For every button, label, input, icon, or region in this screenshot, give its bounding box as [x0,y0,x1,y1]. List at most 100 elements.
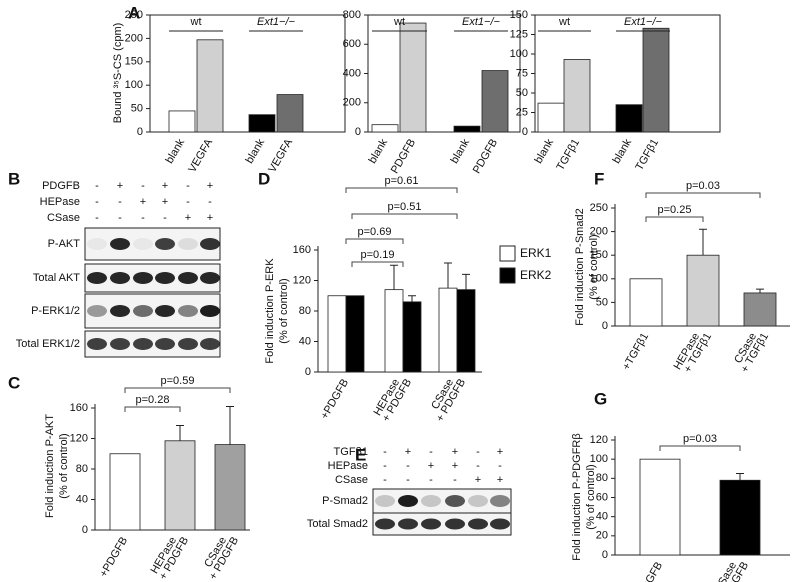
blot-band [155,305,175,317]
panel-letter: D [258,169,270,188]
y-axis-label: Fold induction P-Smad2 [574,208,586,325]
blot-band [200,272,220,284]
blot-band [468,518,488,530]
y-tick-label: 0 [305,366,311,378]
bar [438,287,458,373]
y-tick-label: 80 [76,463,88,475]
treatment-sign: + [475,474,481,486]
group-label: Ext1−/− [257,16,295,28]
y-tick-label: 40 [299,335,311,347]
treatment-sign: + [207,180,213,192]
p-value: p=0.69 [358,226,392,238]
treatment-sign: + [140,196,146,208]
y-tick-label: 150 [590,249,608,261]
y-tick-label: 0 [355,126,361,138]
blot-band [155,272,175,284]
y-tick-label: 120 [293,274,311,286]
y-tick-label: 800 [343,9,361,21]
p-value: p=0.03 [683,433,717,445]
blot-band [200,238,220,250]
treatment-sign: - [429,474,433,486]
error-bar [226,405,234,445]
blot-row-label: Total Smad2 [307,518,368,530]
blot-band [110,338,130,350]
y-tick-label: 200 [343,97,361,109]
p-value: p=0.59 [161,375,195,387]
y-tick-label: 600 [343,38,361,50]
error-bar [756,288,764,293]
blot-panel [372,488,512,514]
blot-band [110,305,130,317]
treatment-sign: - [163,212,167,224]
y-tick-label: 0 [137,126,143,138]
bar [686,254,720,327]
blot-panel [84,227,221,261]
blot-band [468,495,488,507]
blot-band [398,495,418,507]
error-bar [699,228,707,256]
group-label: wt [558,16,570,28]
treatment-sign: - [498,460,502,472]
treatment-label: PDGFB [42,180,80,192]
bar [402,301,422,373]
y-tick-label: 250 [590,202,608,214]
y-tick-label: 60 [596,491,608,503]
y-tick-label: 0 [602,320,608,332]
bar [168,110,196,133]
treatment-sign: - [118,196,122,208]
blot-band [87,338,107,350]
x-tick-label: PDGFB [389,137,418,176]
blot-band [110,272,130,284]
treatment-sign: - [476,446,480,458]
y-tick-label: 120 [590,434,608,446]
significance-bracket [351,213,458,219]
bar [456,289,476,373]
blot-band [87,305,107,317]
y-tick-label: 120 [70,432,88,444]
bar [719,479,761,556]
panel-letter: A [128,3,140,22]
treatment-sign: + [162,180,168,192]
bar [109,453,141,531]
blot-band [133,338,153,350]
blot-band [133,238,153,250]
blot-band [375,495,395,507]
treatment-sign: - [453,474,457,486]
y-tick-label: 160 [70,402,88,414]
bar [563,59,591,133]
p-value: p=0.28 [136,394,170,406]
treatment-sign: + [497,446,503,458]
x-tick-label: +PDGFB [633,560,666,582]
blot-band [178,272,198,284]
treatment-sign: - [476,460,480,472]
significance-bracket [124,387,231,393]
x-tick-label: VEGFA [186,136,215,174]
significance-bracket [345,238,404,244]
treatment-sign: - [429,446,433,458]
y-tick-label: 50 [131,103,143,115]
y-axis-label: (% of control) [588,234,600,299]
y-tick-label: 80 [299,305,311,317]
treatment-sign: - [208,196,212,208]
error-bar [176,425,184,441]
y-axis-label: (% of control) [278,278,290,343]
blot-band [133,305,153,317]
treatment-sign: + [497,474,503,486]
blot-panel [372,512,512,536]
blot-row-label: Total ERK1/2 [16,338,80,350]
y-tick-label: 200 [125,32,143,44]
significance-bracket [645,192,761,198]
treatment-sign: - [141,212,145,224]
bar [642,27,670,133]
y-tick-label: 250 [125,9,143,21]
bar [453,125,481,133]
x-tick-label: blank [449,137,473,166]
y-tick-label: 100 [510,48,528,60]
y-tick-label: 40 [76,493,88,505]
treatment-sign: - [406,460,410,472]
group-label: wt [393,16,405,28]
panel-letter: B [8,169,20,188]
y-axis-label: Fold induction P-ERK [264,258,276,364]
panel-letter: F [594,169,604,188]
treatment-sign: + [117,180,123,192]
